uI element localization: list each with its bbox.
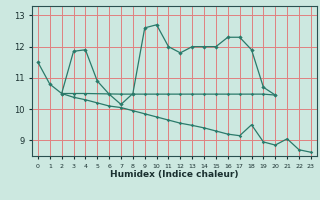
X-axis label: Humidex (Indice chaleur): Humidex (Indice chaleur) bbox=[110, 170, 239, 179]
